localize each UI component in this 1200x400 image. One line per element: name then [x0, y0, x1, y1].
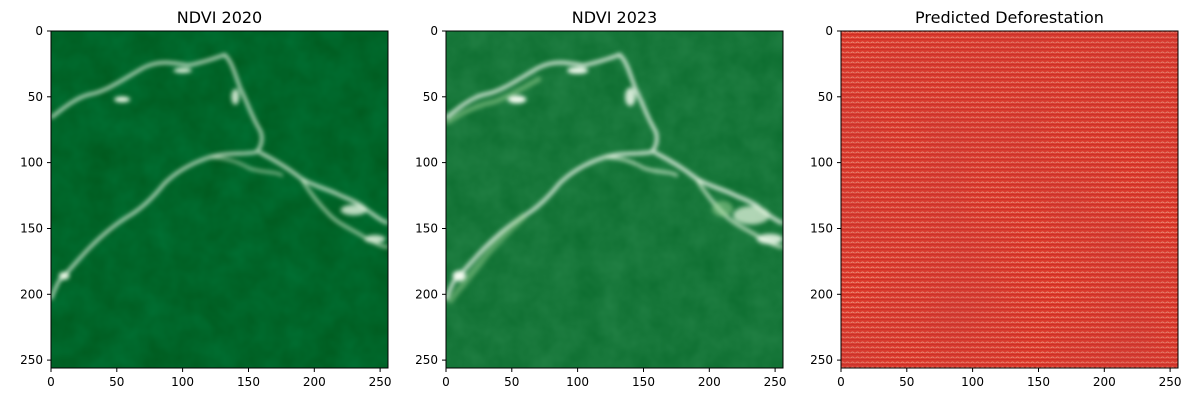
deforestation-image — [841, 31, 1178, 368]
x-tick-label: 50 — [899, 375, 914, 389]
x-axis-ticks: 0 50 100 150 200 250 — [442, 368, 787, 389]
panel-title: NDVI 2020 — [177, 8, 262, 27]
x-tick-label: 100 — [961, 375, 984, 389]
y-tick-label: 200 — [810, 287, 833, 301]
panel-title: NDVI 2023 — [572, 8, 657, 27]
x-tick-label: 0 — [442, 375, 450, 389]
x-tick-label: 150 — [237, 375, 260, 389]
y-axis-ticks: 0 50 100 150 200 250 — [415, 24, 446, 367]
panel-title: Predicted Deforestation — [915, 8, 1104, 27]
x-tick-label: 100 — [566, 375, 589, 389]
x-tick-label: 50 — [109, 375, 124, 389]
x-tick-label: 200 — [303, 375, 326, 389]
y-tick-label: 250 — [415, 353, 438, 367]
ndvi-2023-image — [446, 31, 783, 368]
y-tick-label: 50 — [423, 90, 438, 104]
y-tick-label: 100 — [415, 156, 438, 170]
y-tick-label: 100 — [810, 156, 833, 170]
x-axis-ticks: 0 50 100 150 200 250 — [47, 368, 392, 389]
y-tick-label: 150 — [415, 222, 438, 236]
y-axis-ticks: 0 50 100 150 200 250 — [20, 24, 51, 367]
y-tick-label: 100 — [20, 156, 43, 170]
y-tick-label: 0 — [35, 24, 43, 38]
x-tick-label: 50 — [504, 375, 519, 389]
y-axis-ticks: 0 50 100 150 200 250 — [810, 24, 841, 367]
x-tick-label: 0 — [837, 375, 845, 389]
x-axis-ticks: 0 50 100 150 200 250 — [837, 368, 1182, 389]
y-tick-label: 250 — [810, 353, 833, 367]
y-tick-label: 0 — [825, 24, 833, 38]
x-tick-label: 250 — [764, 375, 787, 389]
panel-ndvi-2023: NDVI 2023 — [415, 8, 786, 389]
x-tick-label: 0 — [47, 375, 55, 389]
y-tick-label: 250 — [20, 353, 43, 367]
x-tick-label: 150 — [632, 375, 655, 389]
y-tick-label: 50 — [28, 90, 43, 104]
y-tick-label: 0 — [430, 24, 438, 38]
panel-predicted-deforestation: Predicted Deforestation 0 50 100 150 200… — [810, 8, 1181, 389]
y-tick-label: 150 — [20, 222, 43, 236]
x-tick-label: 100 — [171, 375, 194, 389]
panel-ndvi-2020: NDVI 2020 — [20, 8, 391, 389]
x-tick-label: 200 — [1093, 375, 1116, 389]
x-tick-label: 150 — [1027, 375, 1050, 389]
x-tick-label: 250 — [1159, 375, 1182, 389]
ndvi-2020-image — [51, 31, 388, 368]
x-tick-label: 250 — [369, 375, 392, 389]
y-tick-label: 150 — [810, 222, 833, 236]
y-tick-label: 200 — [20, 287, 43, 301]
y-tick-label: 200 — [415, 287, 438, 301]
x-tick-label: 200 — [698, 375, 721, 389]
y-tick-label: 50 — [818, 90, 833, 104]
